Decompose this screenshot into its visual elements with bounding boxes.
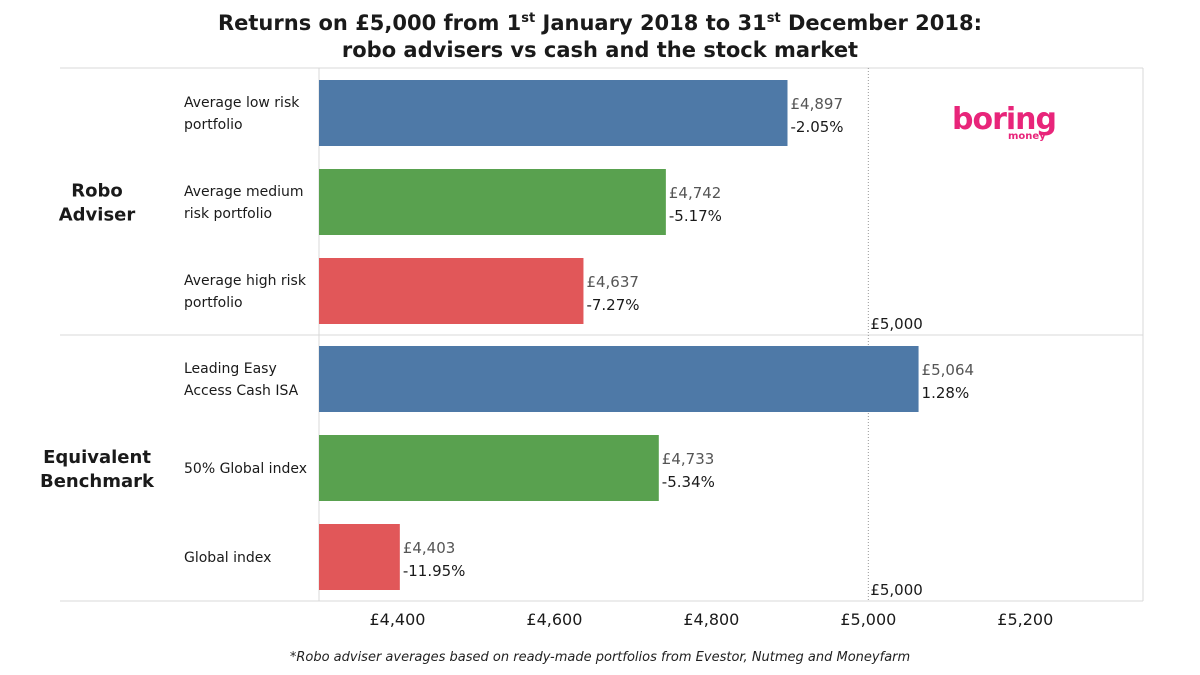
logo-subtext: money (1008, 131, 1046, 142)
category-label: Access Cash ISA (184, 383, 299, 399)
bar (319, 169, 666, 235)
x-tick-label: £4,400 (369, 610, 425, 629)
category-label: Average high risk (184, 273, 307, 289)
x-tick-label: £5,200 (997, 610, 1053, 629)
percent-label: -7.27% (586, 296, 639, 314)
category-label: Average medium (184, 184, 303, 200)
value-label: £4,733 (662, 450, 715, 468)
chart-title: Returns on £5,000 from 1st January 2018 … (0, 10, 1200, 64)
value-label: £4,742 (669, 184, 722, 202)
category-label: Average low risk (184, 95, 300, 111)
value-label: £4,637 (586, 273, 639, 291)
value-label: £4,403 (403, 539, 456, 557)
category-label: Leading Easy (184, 361, 277, 377)
percent-label: -11.95% (403, 562, 466, 580)
x-tick-label: £5,000 (840, 610, 896, 629)
x-tick-label: £4,800 (683, 610, 739, 629)
bar (319, 80, 788, 146)
percent-label: 1.28% (922, 384, 970, 402)
chart-title-line2: robo advisers vs cash and the stock mark… (341, 38, 859, 62)
category-label: risk portfolio (184, 206, 272, 222)
bar (319, 258, 584, 324)
group-label: Equivalent (43, 447, 151, 468)
group-label: Benchmark (40, 471, 155, 492)
chart-title-line1: Returns on £5,000 from 1st January 2018 … (217, 11, 983, 35)
footnote: *Robo adviser averages based on ready-ma… (289, 650, 911, 665)
x-tick-label: £4,600 (526, 610, 582, 629)
percent-label: -2.05% (791, 118, 844, 136)
value-label: £4,897 (791, 95, 844, 113)
category-label: portfolio (184, 295, 243, 311)
group-label: Adviser (59, 205, 136, 226)
percent-label: -5.34% (662, 473, 715, 491)
category-label: portfolio (184, 117, 243, 133)
group-label: Robo (71, 181, 122, 202)
bar (319, 524, 400, 590)
category-label: Global index (184, 550, 271, 566)
category-label: 50% Global index (184, 461, 307, 477)
reference-label-top: £5,000 (870, 315, 923, 333)
value-label: £5,064 (922, 361, 975, 379)
logo-wordmark: boring (952, 102, 1057, 137)
reference-label-bottom: £5,000 (870, 581, 923, 599)
boring-money-logo: boring money (952, 104, 1062, 148)
bar (319, 346, 919, 412)
percent-label: -5.17% (669, 207, 722, 225)
bar (319, 435, 659, 501)
